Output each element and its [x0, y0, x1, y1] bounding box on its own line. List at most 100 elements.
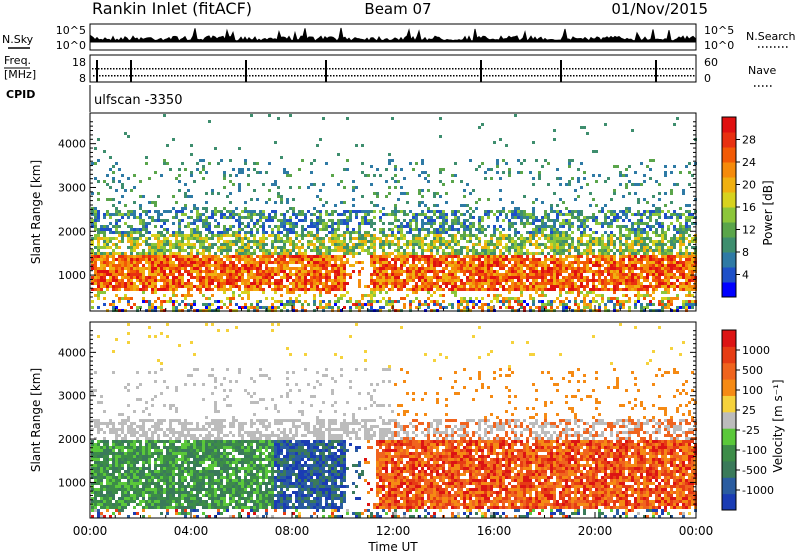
freq-dot [252, 75, 254, 77]
power-cell [94, 162, 97, 165]
power-cell [415, 240, 418, 243]
power-cell [550, 276, 553, 279]
power-cell [211, 303, 214, 306]
power-cell [439, 246, 442, 249]
nave-dot [395, 68, 397, 70]
power-cell [262, 291, 265, 294]
power-cell [238, 294, 241, 297]
power-cell [286, 234, 289, 237]
power-cell [484, 273, 487, 276]
power-cell [577, 249, 580, 252]
power-cell [616, 261, 619, 264]
power-cell [466, 261, 469, 264]
freq-dot [342, 75, 344, 77]
power-cell [316, 258, 319, 261]
power-cell [469, 249, 472, 252]
freq-dot [606, 75, 608, 77]
freq-dot [504, 75, 506, 77]
nave-dot [296, 68, 298, 70]
power-cell [604, 216, 607, 219]
power-cell [130, 258, 133, 261]
nave-dot [107, 68, 109, 70]
power-cell [433, 255, 436, 258]
power-cell [106, 213, 109, 216]
power-cell [178, 240, 181, 243]
power-cell [124, 255, 127, 258]
power-cell [583, 252, 586, 255]
power-cell [298, 285, 301, 288]
power-cell [481, 285, 484, 288]
power-cell [151, 255, 154, 258]
power-cell [454, 162, 457, 165]
freq-dot [528, 75, 530, 77]
power-cell [460, 264, 463, 267]
power-cell [178, 225, 181, 228]
power-cell [631, 213, 634, 216]
power-cell [199, 243, 202, 246]
power-cell [250, 216, 253, 219]
power-cell [358, 231, 361, 234]
cpid-label: CPID [6, 88, 35, 101]
nave-dot [449, 68, 451, 70]
power-cell [448, 225, 451, 228]
power-cell [625, 210, 628, 213]
power-cell [511, 222, 514, 225]
nave-dot [470, 68, 472, 70]
power-cell [469, 273, 472, 276]
power-cell [448, 261, 451, 264]
power-cell [469, 255, 472, 258]
power-cell [520, 162, 523, 165]
power-cell [301, 273, 304, 276]
power-cell [520, 279, 523, 282]
power-cell [586, 258, 589, 261]
power-cell [595, 300, 598, 303]
power-cell [514, 246, 517, 249]
power-cell [301, 231, 304, 234]
power-cell [163, 285, 166, 288]
power-cell [523, 273, 526, 276]
power-cell [253, 288, 256, 291]
power-cell [121, 234, 124, 237]
power-cell [202, 261, 205, 264]
power-cell [532, 183, 535, 186]
power-cell [154, 225, 157, 228]
power-cell [145, 222, 148, 225]
power-cell [436, 264, 439, 267]
power-cell [139, 252, 142, 255]
power-cell [499, 237, 502, 240]
power-cell [601, 207, 604, 210]
power-cell [460, 234, 463, 237]
power-cell [259, 276, 262, 279]
power-cell [352, 303, 355, 306]
power-cell [553, 258, 556, 261]
power-cell [571, 270, 574, 273]
power-cell [211, 189, 214, 192]
power-cell [325, 162, 328, 165]
power-cell [250, 255, 253, 258]
power-cell [175, 300, 178, 303]
power-cell [265, 201, 268, 204]
power-cell [298, 252, 301, 255]
power-cell [196, 249, 199, 252]
power-cell [322, 237, 325, 240]
power-cell [535, 306, 538, 309]
power-cell [403, 303, 406, 306]
power-cell [529, 273, 532, 276]
power-cell [388, 234, 391, 237]
power-cell [376, 279, 379, 282]
power-cell [178, 264, 181, 267]
power-cell [130, 267, 133, 270]
power-cell [343, 285, 346, 288]
power-cell [562, 201, 565, 204]
power-cell [448, 279, 451, 282]
power-cell [190, 171, 193, 174]
power-cell [475, 297, 478, 300]
power-cell [625, 213, 628, 216]
power-cell [541, 282, 544, 285]
power-cell [319, 303, 322, 306]
power-cell [313, 213, 316, 216]
power-cell [130, 237, 133, 240]
power-cell [265, 270, 268, 273]
power-cell [628, 261, 631, 264]
nave-dot [530, 68, 532, 70]
